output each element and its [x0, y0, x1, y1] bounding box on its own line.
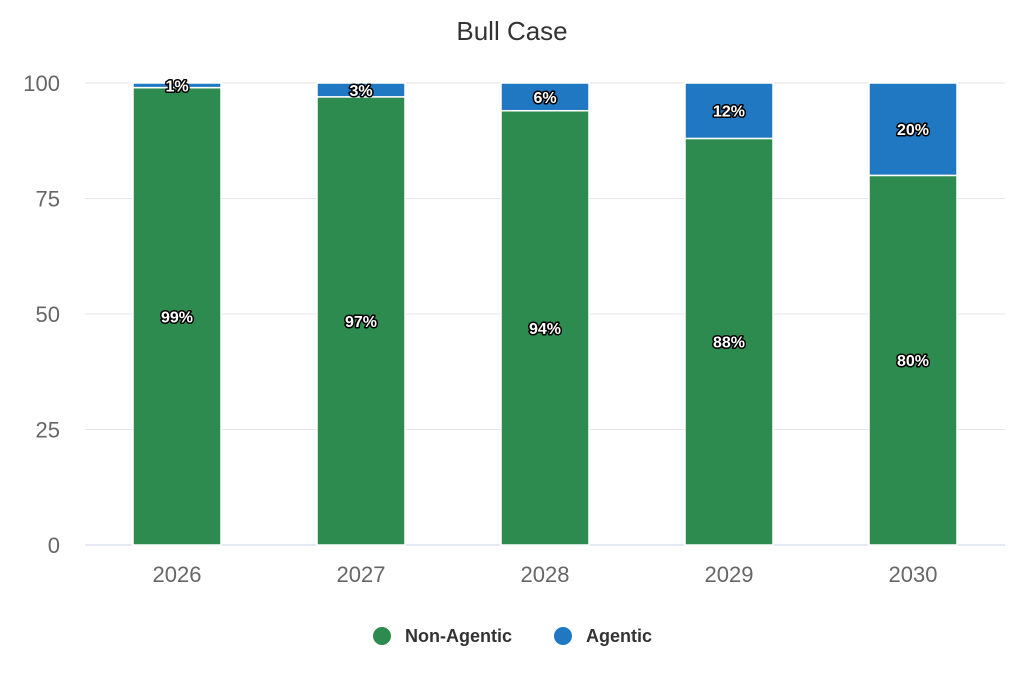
- legend-marker: [373, 627, 391, 645]
- data-label: 3%: [349, 83, 372, 100]
- x-tick-label: 2030: [889, 562, 938, 587]
- legend-item-agentic[interactable]: Agentic: [554, 626, 652, 646]
- bar-agentic-2027[interactable]: [316, 82, 406, 98]
- x-tick-label: 2026: [153, 562, 202, 587]
- data-label: 6%: [533, 90, 556, 107]
- legend-marker: [554, 627, 572, 645]
- data-label: 20%: [897, 122, 929, 139]
- y-tick-label: 75: [36, 187, 60, 212]
- data-label: 99%: [161, 309, 193, 326]
- bar-non-agentic-2028[interactable]: [500, 109, 590, 546]
- x-tick-label: 2027: [337, 562, 386, 587]
- bar-agentic-2030[interactable]: [868, 82, 958, 177]
- y-tick-label: 0: [48, 533, 60, 558]
- bar-agentic-2029[interactable]: [684, 82, 774, 140]
- bar-agentic-2026[interactable]: [132, 82, 222, 89]
- y-tick-label: 50: [36, 302, 60, 327]
- y-tick-label: 25: [36, 418, 60, 443]
- chart-title: Bull Case: [456, 16, 567, 46]
- legend-label: Agentic: [586, 626, 652, 646]
- legend-item-non-agentic[interactable]: Non-Agentic: [373, 626, 512, 646]
- data-label: 97%: [345, 314, 377, 331]
- bar-non-agentic-2026[interactable]: [132, 86, 222, 546]
- data-label: 94%: [529, 321, 561, 338]
- x-tick-label: 2028: [521, 562, 570, 587]
- bar-agentic-2028[interactable]: [500, 82, 590, 112]
- bar-non-agentic-2029[interactable]: [684, 137, 774, 546]
- data-label: 1%: [165, 78, 188, 95]
- legend-label: Non-Agentic: [405, 626, 512, 646]
- bar-non-agentic-2027[interactable]: [316, 96, 406, 546]
- y-tick-label: 100: [23, 71, 60, 96]
- x-tick-label: 2029: [705, 562, 754, 587]
- data-label: 80%: [897, 353, 929, 370]
- bar-non-agentic-2030[interactable]: [868, 174, 958, 546]
- data-label: 12%: [713, 104, 745, 121]
- data-label: 88%: [713, 335, 745, 352]
